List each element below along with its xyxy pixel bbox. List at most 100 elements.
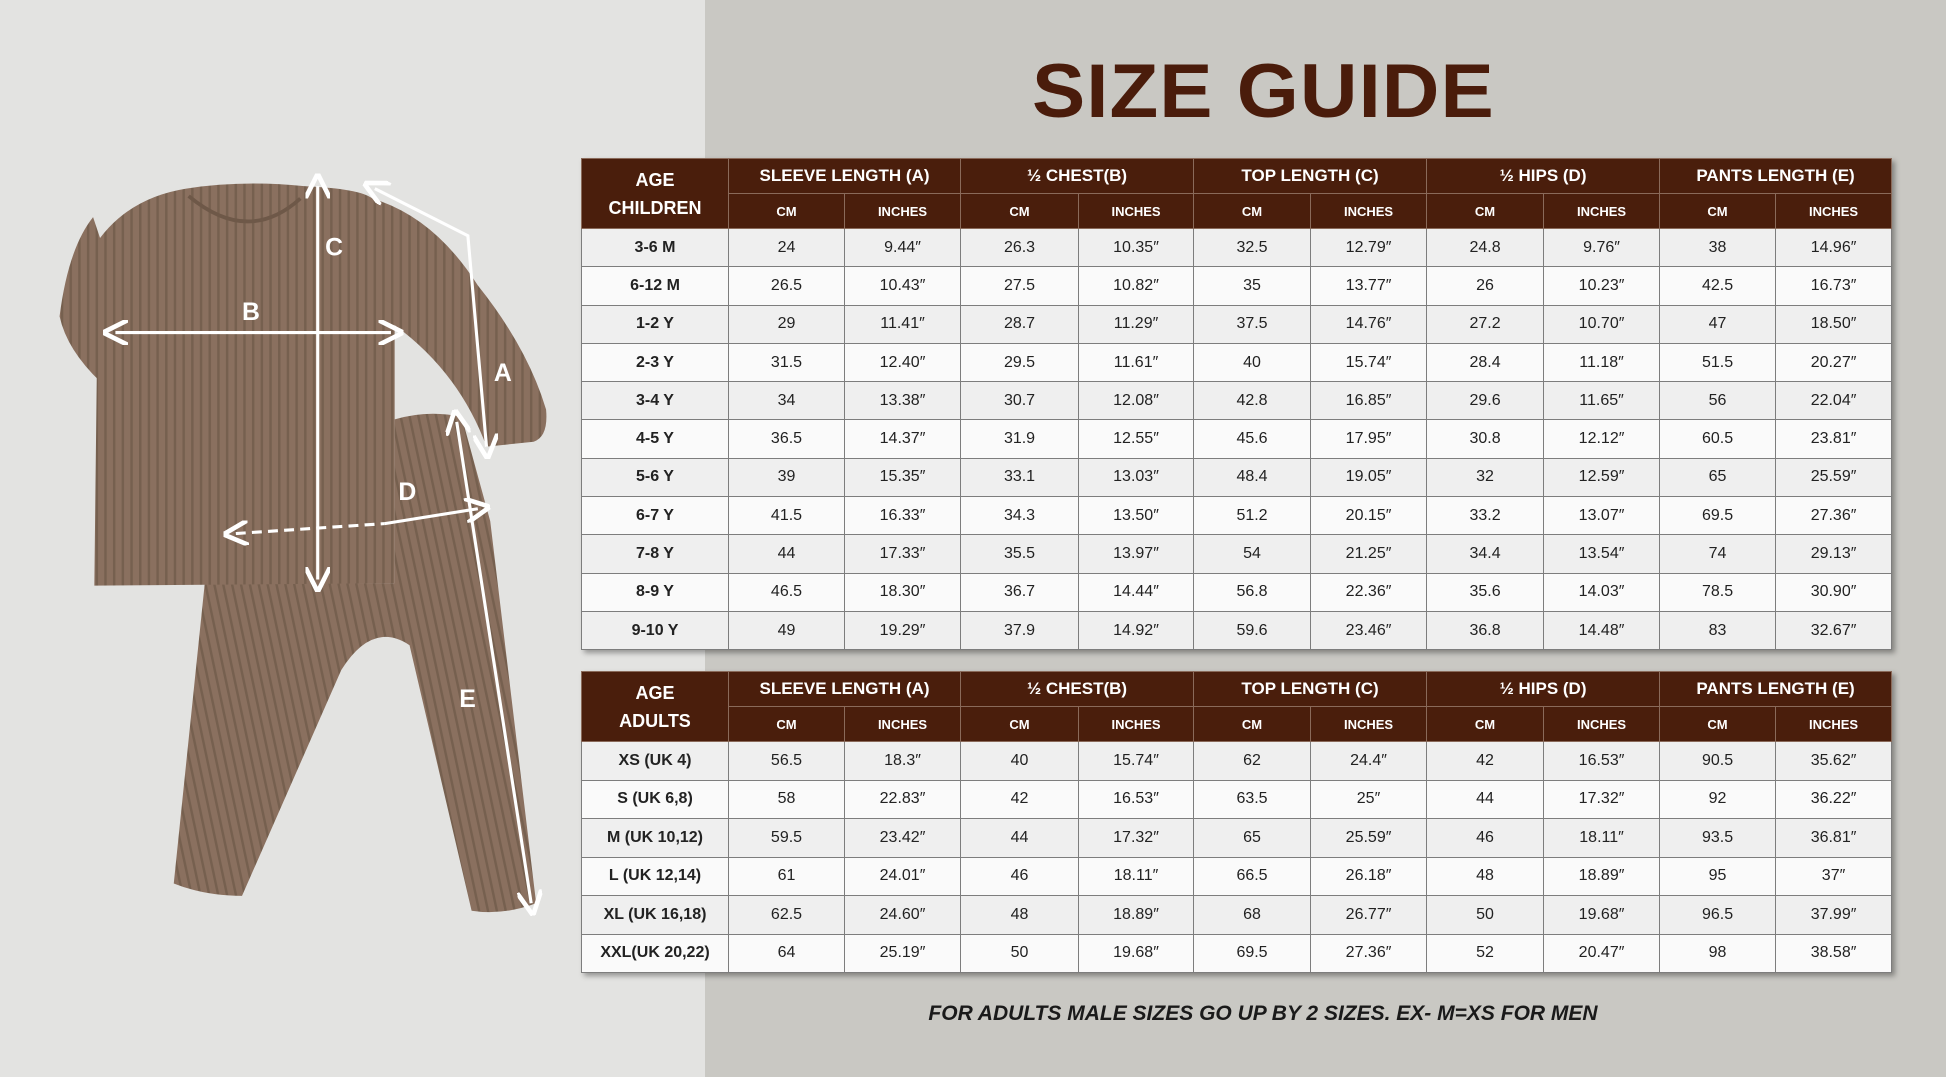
measurement-cell: 48 <box>960 895 1080 935</box>
table-row: 6-12 M 26.5 10.43″ 27.5 10.82″ 35 13.77″ 26 10.2… <box>581 266 1893 306</box>
label-d: D <box>398 479 416 506</box>
measurement-cell: 28.7 <box>960 304 1080 344</box>
measurement-cell: 18.89″ <box>1078 895 1195 935</box>
measurement-cell: 54 <box>1193 534 1312 574</box>
measurement-cell: 13.03″ <box>1078 457 1195 498</box>
measurement-cell: 35.62″ <box>1775 741 1893 781</box>
column-group-header: ½ CHEST(B) <box>960 158 1195 194</box>
measurement-cell: 90.5 <box>1659 741 1777 781</box>
size-label-cell: 9-10 Y <box>581 610 729 651</box>
measurement-cell: 12.55″ <box>1078 419 1195 459</box>
measurement-cell: 22.83″ <box>843 779 962 819</box>
measurement-cell: 17.33″ <box>843 534 962 574</box>
table-row: 7-8 Y 44 17.33″ 35.5 13.97″ 54 21.25″ 34.4 13.54… <box>581 534 1893 574</box>
table-row: XXL(UK 20,22) 64 25.19″ 50 19.68″ 69.5 27.36″ 5… <box>581 933 1893 973</box>
size-label-cell: XL (UK 16,18) <box>581 895 729 935</box>
measurement-cell: 33.2 <box>1426 496 1545 536</box>
measurement-cell: 32.67″ <box>1775 610 1893 651</box>
age-header: AGE CHILDREN <box>581 158 729 229</box>
measurement-cell: 10.35″ <box>1078 227 1195 268</box>
measurement-cell: 15.74″ <box>1310 342 1428 383</box>
measurement-cell: 16.73″ <box>1775 266 1893 306</box>
measurement-cell: 59.6 <box>1193 610 1312 651</box>
size-label-cell: 3-4 Y <box>581 381 729 421</box>
measurement-cell: 18.89″ <box>1543 856 1661 896</box>
column-group-header: PANTS LENGTH (E) <box>1659 158 1893 194</box>
measurement-cell: 11.18″ <box>1543 342 1661 383</box>
unit-header: CM <box>728 706 845 742</box>
measurement-cell: 36.8 <box>1426 610 1545 651</box>
measurement-cell: 24.8 <box>1426 227 1545 268</box>
measurement-cell: 16.53″ <box>1543 741 1661 781</box>
measurement-cell: 95 <box>1659 856 1777 896</box>
unit-header: INCHES <box>1775 193 1893 229</box>
measurement-cell: 42 <box>960 779 1080 819</box>
measurement-cell: 74 <box>1659 534 1777 574</box>
measurement-cell: 11.61″ <box>1078 342 1195 383</box>
measurement-cell: 62 <box>1193 741 1312 781</box>
measurement-cell: 35 <box>1193 266 1312 306</box>
measurement-cell: 30.90″ <box>1775 572 1893 612</box>
measurement-cell: 12.79″ <box>1310 227 1428 268</box>
measurement-cell: 10.43″ <box>843 266 962 306</box>
measurement-cell: 36.7 <box>960 572 1080 612</box>
measurement-cell: 47 <box>1659 304 1777 344</box>
measurement-cell: 26.77″ <box>1310 895 1428 935</box>
measurement-cell: 27.36″ <box>1310 933 1428 973</box>
measurement-cell: 46 <box>1426 818 1545 858</box>
measurement-cell: 96.5 <box>1659 895 1777 935</box>
measurement-cell: 33.1 <box>960 457 1080 498</box>
measurement-cell: 69.5 <box>1193 933 1312 973</box>
measurement-cell: 65 <box>1193 818 1312 858</box>
unit-header: CM <box>960 193 1080 229</box>
size-label-cell: 5-6 Y <box>581 457 729 498</box>
measurement-cell: 68 <box>1193 895 1312 935</box>
measurement-cell: 64 <box>728 933 845 973</box>
size-label-cell: 2-3 Y <box>581 342 729 383</box>
measurement-cell: 24.60″ <box>843 895 962 935</box>
measurement-cell: 27.2 <box>1426 304 1545 344</box>
measurement-cell: 39 <box>728 457 845 498</box>
size-label-cell: S (UK 6,8) <box>581 779 729 819</box>
measurement-cell: 13.97″ <box>1078 534 1195 574</box>
measurement-cell: 51.5 <box>1659 342 1777 383</box>
measurement-cell: 34.3 <box>960 496 1080 536</box>
size-label-cell: XS (UK 4) <box>581 741 729 781</box>
measurement-cell: 44 <box>1426 779 1545 819</box>
measurement-cell: 56.5 <box>728 741 845 781</box>
measurement-cell: 18.11″ <box>1078 856 1195 896</box>
measurement-cell: 26.18″ <box>1310 856 1428 896</box>
measurement-cell: 36.81″ <box>1775 818 1893 858</box>
measurement-cell: 14.92″ <box>1078 610 1195 651</box>
measurement-cell: 10.70″ <box>1543 304 1661 344</box>
table-row: M (UK 10,12) 59.5 23.42″ 44 17.32″ 65 25.59″ 46… <box>581 818 1893 858</box>
measurement-cell: 62.5 <box>728 895 845 935</box>
column-group-header: SLEEVE LENGTH (A) <box>727 671 962 707</box>
measurement-cell: 26.3 <box>960 227 1080 268</box>
measurement-cell: 13.38″ <box>843 381 962 421</box>
measurement-cell: 61 <box>728 856 845 896</box>
measurement-cell: 52 <box>1426 933 1545 973</box>
measurement-cell: 42.5 <box>1659 266 1777 306</box>
measurement-cell: 32 <box>1426 457 1545 498</box>
measurement-cell: 16.53″ <box>1078 779 1195 819</box>
size-label-cell: 1-2 Y <box>581 304 729 344</box>
measurement-cell: 46 <box>960 856 1080 896</box>
measurement-cell: 51.2 <box>1193 496 1312 536</box>
measurement-cell: 28.4 <box>1426 342 1545 383</box>
column-group-header: ½ HIPS (D) <box>1426 158 1661 194</box>
header-row-units: CM INCHES CM INCHES CM INCHES CM INCHES CM INCHES <box>582 706 1893 742</box>
measurement-cell: 14.37″ <box>843 419 962 459</box>
size-label-cell: 8-9 Y <box>581 572 729 612</box>
measurement-cell: 10.23″ <box>1543 266 1661 306</box>
measurement-cell: 18.30″ <box>843 572 962 612</box>
unit-header: INCHES <box>1543 706 1661 742</box>
measurement-cell: 18.50″ <box>1775 304 1893 344</box>
measurement-cell: 14.96″ <box>1775 227 1893 268</box>
table-row: 5-6 Y 39 15.35″ 33.1 13.03″ 48.4 19.05″ 32 12.59… <box>581 457 1893 498</box>
table-row: 1-2 Y 29 11.41″ 28.7 11.29″ 37.5 14.76″ 27.2 10.… <box>581 304 1893 344</box>
size-label-cell: 6-7 Y <box>581 496 729 536</box>
label-b: B <box>242 299 260 326</box>
table-row: 3-4 Y 34 13.38″ 30.7 12.08″ 42.8 16.85″ 29.6 11.… <box>581 381 1893 421</box>
